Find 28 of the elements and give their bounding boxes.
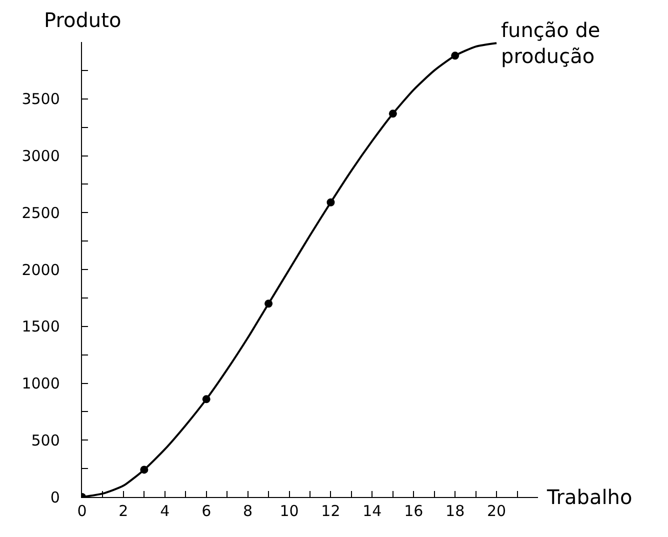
x-tick-label: 8 xyxy=(243,502,253,520)
x-tick-label: 0 xyxy=(77,502,87,520)
y-tick-label: 2500 xyxy=(22,204,60,222)
y-tick-label: 500 xyxy=(31,431,60,450)
x-tick-label: 18 xyxy=(446,502,465,520)
y-tick-label: 0 xyxy=(50,488,60,506)
x-tick-label: 14 xyxy=(362,502,382,520)
point xyxy=(140,466,148,474)
y-tick-label: 1500 xyxy=(22,318,60,336)
x-axis-title: Trabalho xyxy=(546,485,632,509)
x-tick-label: 12 xyxy=(321,502,340,520)
y-tick-label: 1000 xyxy=(22,374,60,392)
y-axis-title: Produto xyxy=(44,8,122,32)
annotation: função de produção xyxy=(501,18,600,68)
y-tick-label: 3500 xyxy=(22,90,60,108)
point xyxy=(264,300,273,308)
point xyxy=(202,395,210,404)
point xyxy=(451,52,460,60)
y-tick-label: 2000 xyxy=(22,260,60,279)
x-tick-label: 10 xyxy=(280,502,299,520)
x-tick-label: 2 xyxy=(118,502,128,520)
x-tick-label: 6 xyxy=(202,502,212,520)
x-tick-label: 16 xyxy=(404,502,424,520)
point xyxy=(326,198,335,206)
point xyxy=(388,110,397,118)
x-tick-label: 20 xyxy=(487,502,506,520)
x-tick-label: 4 xyxy=(160,502,170,520)
y-tick-label: 3000 xyxy=(22,147,60,165)
